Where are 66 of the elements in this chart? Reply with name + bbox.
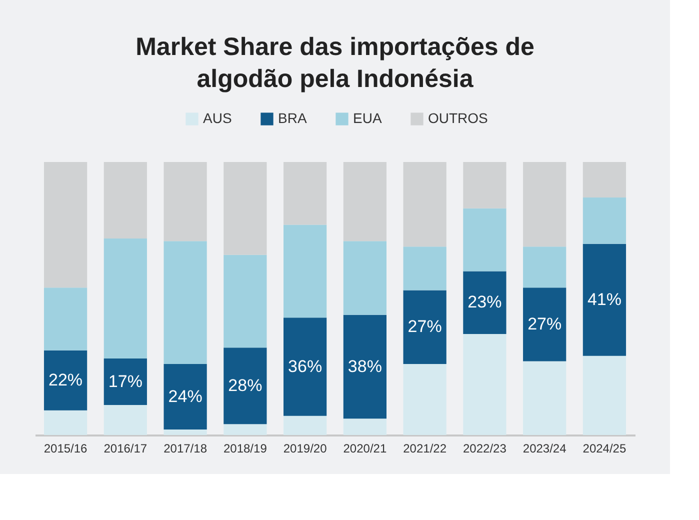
bar	[582, 197, 626, 244]
data-label: 36%	[288, 356, 322, 376]
bar	[224, 424, 267, 435]
legend-label: EUA	[353, 110, 382, 126]
bar	[104, 358, 147, 405]
bar	[284, 224, 327, 318]
bar	[523, 246, 566, 288]
bar	[463, 162, 506, 208]
data-label: 24%	[168, 386, 202, 406]
data-label: 17%	[108, 372, 142, 391]
bar	[284, 318, 327, 416]
legend-label: AUS	[203, 110, 232, 126]
bar	[164, 364, 207, 430]
x-tick-label: 2023/24	[522, 442, 567, 456]
bar	[403, 290, 446, 364]
bar	[463, 334, 506, 435]
bar	[523, 288, 566, 362]
legend-label: BRA	[278, 110, 308, 126]
bar	[164, 162, 207, 242]
text: algodão pela Indonésia	[196, 65, 474, 93]
bar	[343, 418, 386, 435]
bar	[44, 162, 88, 288]
data-label: 23%	[468, 292, 502, 312]
x-tick-label: 2022/23	[463, 442, 507, 456]
bar	[224, 162, 267, 255]
data-label: 27%	[528, 314, 562, 334]
bar	[582, 244, 626, 356]
x-tick-label: 2021/22	[403, 442, 447, 456]
bar	[523, 361, 566, 435]
bar	[582, 356, 626, 435]
bar	[582, 162, 626, 198]
bar	[463, 271, 506, 334]
bar	[224, 348, 267, 424]
bar	[164, 430, 207, 435]
bar	[463, 208, 506, 272]
bar	[343, 314, 386, 419]
bar	[164, 241, 207, 364]
bar	[44, 350, 88, 410]
x-tick-label: 2016/17	[104, 442, 148, 456]
data-label: 38%	[348, 356, 382, 376]
bar	[224, 254, 267, 348]
x-tick-label: 2017/18	[164, 442, 208, 456]
bar	[104, 238, 147, 359]
bar	[284, 162, 327, 225]
x-tick-label: 2020/21	[343, 442, 387, 456]
data-label: 28%	[228, 376, 262, 395]
bar	[343, 241, 386, 315]
bar	[284, 416, 327, 435]
bar	[104, 404, 147, 435]
x-tick-label: 2018/19	[223, 442, 268, 456]
x-tick-label: 2019/20	[283, 442, 328, 456]
x-tick-label: 2015/16	[44, 442, 88, 456]
bar	[44, 288, 88, 350]
x-tick-label: 2024/25	[582, 442, 626, 456]
bar	[44, 410, 88, 435]
data-label: 41%	[587, 290, 622, 309]
data-label: 27%	[408, 317, 442, 336]
text: Market Share das importações de	[136, 33, 534, 61]
bar	[403, 246, 446, 290]
bar	[403, 364, 446, 435]
bar	[104, 162, 147, 238]
bar	[523, 162, 566, 247]
bar	[343, 162, 386, 242]
bar	[403, 162, 446, 247]
legend-label: OUTROS	[428, 110, 488, 126]
data-label: 22%	[48, 370, 83, 390]
